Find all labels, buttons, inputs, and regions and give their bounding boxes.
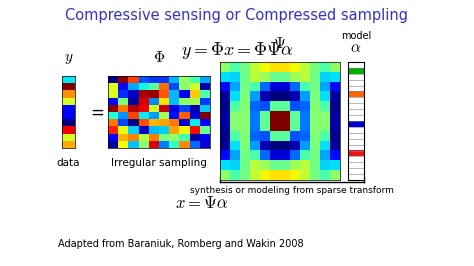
Text: $y$: $y$ bbox=[64, 51, 73, 65]
Text: $\alpha$: $\alpha$ bbox=[350, 40, 362, 56]
Text: $\Phi$: $\Phi$ bbox=[153, 51, 165, 65]
Text: $x = \Psi\alpha$: $x = \Psi\alpha$ bbox=[175, 194, 228, 212]
Text: synthesis or modeling from sparse transform: synthesis or modeling from sparse transf… bbox=[190, 186, 394, 195]
Text: data: data bbox=[57, 158, 80, 168]
Text: Irregular sampling: Irregular sampling bbox=[111, 158, 207, 168]
Text: $y = \Phi x = \Phi\Psi\alpha$: $y = \Phi x = \Phi\Psi\alpha$ bbox=[181, 40, 293, 61]
Text: $\Psi$: $\Psi$ bbox=[273, 36, 286, 52]
Text: Adapted from Baraniuk, Romberg and Wakin 2008: Adapted from Baraniuk, Romberg and Wakin… bbox=[58, 239, 304, 249]
Text: model: model bbox=[341, 31, 371, 41]
Text: Compressive sensing or Compressed sampling: Compressive sensing or Compressed sampli… bbox=[65, 8, 409, 23]
Text: $=$: $=$ bbox=[87, 103, 105, 121]
